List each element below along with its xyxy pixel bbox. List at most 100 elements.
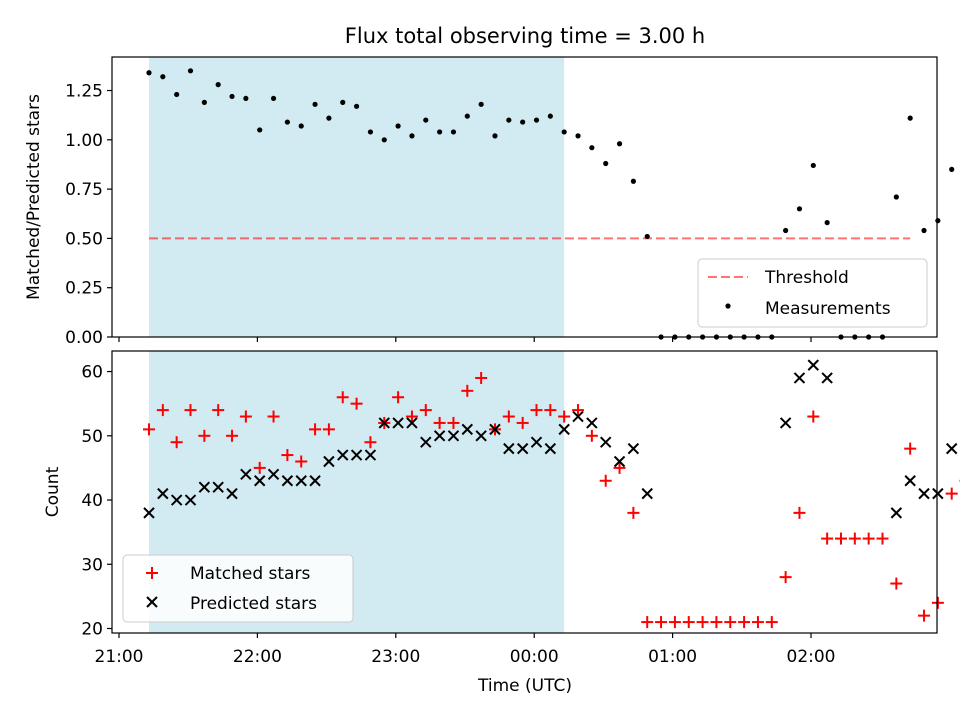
matched-star-point bbox=[793, 507, 805, 519]
predicted-star-point bbox=[808, 360, 818, 370]
measurement-point bbox=[645, 234, 650, 239]
measurement-point bbox=[229, 94, 234, 99]
matched-star-point bbox=[821, 533, 833, 545]
y-tick-label: 0.50 bbox=[65, 229, 103, 249]
measurement-point bbox=[465, 114, 470, 119]
measurement-point bbox=[160, 74, 165, 79]
matched-star-point bbox=[738, 616, 750, 628]
top-panel: 0.000.250.500.751.001.25 Matched/Predict… bbox=[24, 57, 960, 348]
predicted-star-point bbox=[628, 444, 638, 454]
bottom-legend: Matched stars Predicted stars bbox=[123, 555, 353, 622]
y-tick-label: 60 bbox=[81, 363, 103, 383]
predicted-star-point bbox=[601, 437, 611, 447]
measurement-point bbox=[921, 228, 926, 233]
matched-star-point bbox=[932, 597, 944, 609]
predicted-star-point bbox=[905, 476, 915, 486]
measurement-point bbox=[382, 137, 387, 142]
matched-star-point bbox=[641, 616, 653, 628]
x-tick-label: 22:00 bbox=[233, 647, 282, 667]
measurement-point bbox=[243, 96, 248, 101]
measurement-point bbox=[603, 161, 608, 166]
measurement-point bbox=[312, 102, 317, 107]
measurement-point bbox=[908, 116, 913, 121]
measurement-point bbox=[368, 129, 373, 134]
measurement-point bbox=[949, 167, 954, 172]
legend-matched-label: Matched stars bbox=[190, 564, 310, 584]
x-tick-label: 23:00 bbox=[371, 647, 420, 667]
matched-star-point bbox=[780, 571, 792, 583]
matched-star-point bbox=[683, 616, 695, 628]
top-shaded-band bbox=[149, 57, 564, 337]
chart-title: Flux total observing time = 3.00 h bbox=[345, 24, 705, 48]
measurement-point bbox=[423, 117, 428, 122]
measurement-point bbox=[534, 117, 539, 122]
matched-star-point bbox=[849, 533, 861, 545]
y-tick-label: 0.00 bbox=[65, 328, 103, 348]
matched-star-point bbox=[904, 443, 916, 455]
matched-star-point bbox=[724, 616, 736, 628]
y-tick-label: 1.00 bbox=[65, 131, 103, 151]
measurement-point bbox=[202, 100, 207, 105]
y-tick-label: 0.75 bbox=[65, 180, 103, 200]
top-ylabel: Matched/Predicted stars bbox=[24, 94, 44, 300]
y-tick-label: 20 bbox=[81, 620, 103, 640]
x-tick-label: 00:00 bbox=[510, 647, 559, 667]
predicted-star-point bbox=[891, 508, 901, 518]
measurement-point bbox=[271, 96, 276, 101]
measurement-point bbox=[811, 163, 816, 168]
measurement-point bbox=[575, 133, 580, 138]
legend-predicted-label: Predicted stars bbox=[190, 594, 317, 614]
measurement-point bbox=[783, 228, 788, 233]
matched-star-point bbox=[697, 616, 709, 628]
legend-measurements-swatch bbox=[725, 303, 730, 308]
matched-star-point bbox=[655, 616, 667, 628]
y-tick-label: 0.25 bbox=[65, 279, 103, 299]
matched-star-point bbox=[835, 533, 847, 545]
matched-star-point bbox=[614, 462, 626, 474]
predicted-star-point bbox=[794, 373, 804, 383]
legend-threshold-label: Threshold bbox=[764, 268, 849, 288]
matched-star-point bbox=[669, 616, 681, 628]
matched-star-point bbox=[863, 533, 875, 545]
measurement-point bbox=[520, 119, 525, 124]
measurement-point bbox=[492, 133, 497, 138]
matched-star-point bbox=[946, 488, 958, 500]
predicted-star-point bbox=[642, 489, 652, 499]
predicted-star-point bbox=[947, 444, 957, 454]
predicted-star-point bbox=[822, 373, 832, 383]
legend-measurements-label: Measurements bbox=[765, 299, 891, 319]
predicted-star-point bbox=[933, 489, 943, 499]
measurement-point bbox=[825, 220, 830, 225]
measurement-point bbox=[631, 179, 636, 184]
measurement-point bbox=[479, 102, 484, 107]
measurement-point bbox=[326, 116, 331, 121]
matched-star-point bbox=[586, 430, 598, 442]
x-tick-label: 02:00 bbox=[787, 647, 836, 667]
measurement-point bbox=[506, 117, 511, 122]
measurement-point bbox=[257, 127, 262, 132]
measurement-point bbox=[409, 133, 414, 138]
y-tick-label: 30 bbox=[81, 555, 103, 575]
x-tick-label: 21:00 bbox=[95, 647, 144, 667]
predicted-star-point bbox=[919, 489, 929, 499]
measurement-point bbox=[396, 123, 401, 128]
matched-star-point bbox=[918, 610, 930, 622]
measurement-point bbox=[174, 92, 179, 97]
measurement-point bbox=[437, 129, 442, 134]
matched-star-point bbox=[877, 533, 889, 545]
measurement-point bbox=[935, 218, 940, 223]
matched-star-point bbox=[572, 404, 584, 416]
matched-star-point bbox=[600, 475, 612, 487]
top-legend: Threshold Measurements bbox=[698, 259, 927, 327]
matched-star-point bbox=[710, 616, 722, 628]
y-tick-label: 50 bbox=[81, 427, 103, 447]
predicted-star-point bbox=[781, 418, 791, 428]
bottom-ylabel: Count bbox=[43, 466, 63, 517]
measurement-point bbox=[285, 119, 290, 124]
matched-star-point bbox=[807, 411, 819, 423]
measurement-point bbox=[589, 145, 594, 150]
bottom-xlabel: Time (UTC) bbox=[477, 676, 572, 696]
predicted-star-point bbox=[587, 418, 597, 428]
